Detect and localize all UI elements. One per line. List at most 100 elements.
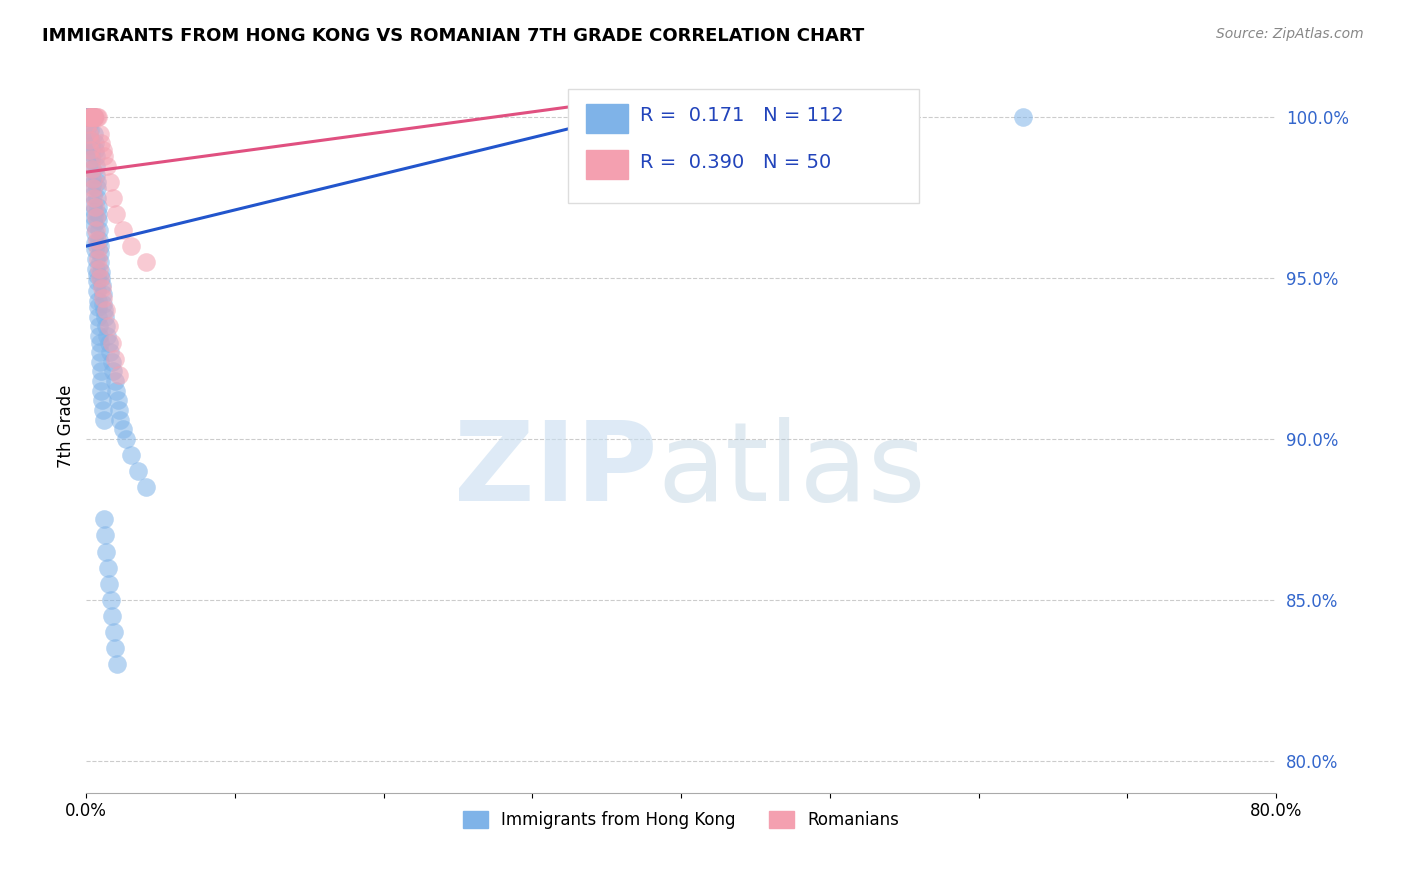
Point: [87, 300, 110, 314]
Point: [86, 233, 108, 247]
Point: [83, 210, 105, 224]
Point: [79, 111, 101, 125]
Point: [89, 255, 111, 269]
Point: [82, 111, 104, 125]
Point: [84, 252, 107, 266]
Point: [82, 171, 104, 186]
Point: [83, 127, 105, 141]
Point: [77, 111, 100, 125]
Point: [90, 364, 112, 378]
Point: [105, 384, 128, 398]
Point: [83, 111, 105, 125]
Point: [97, 560, 120, 574]
Point: [565, 111, 588, 125]
Point: [93, 297, 115, 311]
Point: [89, 345, 111, 359]
Point: [101, 608, 124, 623]
Point: [80, 111, 103, 125]
Point: [83, 111, 105, 125]
Text: IMMIGRANTS FROM HONG KONG VS ROMANIAN 7TH GRADE CORRELATION CHART: IMMIGRANTS FROM HONG KONG VS ROMANIAN 7T…: [42, 27, 865, 45]
Point: [87, 319, 110, 334]
Point: [77, 111, 100, 125]
Point: [77, 111, 100, 125]
Point: [82, 111, 104, 125]
Point: [893, 111, 915, 125]
Point: [120, 448, 142, 462]
Point: [91, 393, 114, 408]
Point: [89, 239, 111, 253]
Point: [84, 159, 107, 173]
Text: Source: ZipAtlas.com: Source: ZipAtlas.com: [1216, 27, 1364, 41]
Point: [87, 310, 110, 324]
FancyBboxPatch shape: [586, 150, 627, 179]
Point: [93, 413, 115, 427]
Point: [79, 117, 101, 131]
Point: [80, 111, 103, 125]
Text: atlas: atlas: [658, 417, 927, 524]
Point: [90, 136, 112, 151]
Point: [84, 111, 107, 125]
Point: [127, 464, 149, 478]
Point: [77, 111, 100, 125]
Point: [80, 111, 103, 125]
Point: [84, 261, 107, 276]
Point: [135, 480, 157, 494]
Point: [87, 111, 110, 125]
Point: [82, 187, 104, 202]
Point: [82, 181, 104, 195]
Point: [97, 319, 120, 334]
Point: [135, 255, 157, 269]
Point: [105, 207, 128, 221]
Point: [103, 624, 125, 639]
Point: [86, 293, 108, 308]
Point: [84, 201, 107, 215]
Point: [83, 111, 105, 125]
Point: [1012, 111, 1035, 125]
Point: [77, 111, 100, 125]
Point: [77, 111, 100, 125]
Point: [120, 239, 142, 253]
Point: [91, 143, 114, 157]
Point: [84, 242, 107, 256]
Point: [94, 303, 117, 318]
Point: [89, 245, 111, 260]
Point: [80, 171, 103, 186]
Point: [82, 197, 104, 211]
Point: [107, 393, 129, 408]
Y-axis label: 7th Grade: 7th Grade: [58, 384, 75, 467]
Point: [82, 111, 104, 125]
Point: [101, 364, 124, 378]
Point: [105, 657, 128, 671]
Text: ZIP: ZIP: [454, 417, 658, 524]
Point: [76, 111, 98, 125]
Point: [79, 111, 101, 125]
Text: R =  0.171   N = 112: R = 0.171 N = 112: [640, 106, 844, 125]
Point: [103, 351, 125, 366]
Point: [91, 403, 114, 417]
Point: [76, 111, 98, 125]
Point: [90, 374, 112, 388]
Point: [87, 201, 110, 215]
Point: [79, 133, 101, 147]
Point: [86, 181, 108, 195]
Point: [94, 528, 117, 542]
Point: [83, 203, 105, 218]
Point: [98, 345, 121, 359]
Point: [86, 169, 108, 183]
Point: [86, 284, 108, 298]
Point: [80, 145, 103, 160]
Point: [96, 544, 118, 558]
Text: R =  0.390   N = 50: R = 0.390 N = 50: [640, 153, 831, 171]
Point: [89, 335, 111, 350]
Point: [96, 159, 118, 173]
Point: [83, 111, 105, 125]
Point: [103, 374, 125, 388]
FancyBboxPatch shape: [568, 89, 920, 202]
Point: [83, 226, 105, 240]
Point: [84, 235, 107, 250]
Point: [80, 111, 103, 125]
Point: [89, 233, 111, 247]
Point: [77, 111, 100, 125]
Point: [76, 111, 98, 125]
Point: [98, 175, 121, 189]
